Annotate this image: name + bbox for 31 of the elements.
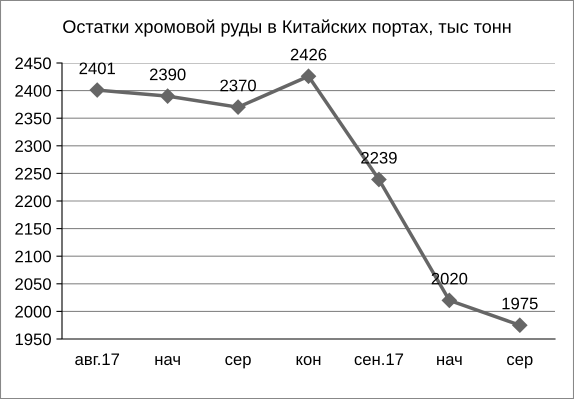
data-label: 2401	[80, 62, 115, 74]
y-tick-label: 2300	[15, 140, 51, 152]
y-tick-label: 2450	[15, 57, 51, 70]
y-tick-label: 2100	[15, 250, 51, 262]
data-label: 2390	[150, 68, 186, 80]
point	[442, 292, 457, 308]
point	[512, 318, 528, 333]
point	[371, 172, 386, 188]
point	[90, 82, 105, 98]
y-tick-label: 1950	[16, 333, 51, 346]
x-tick-label: нач	[437, 356, 462, 366]
data-label: 1975	[502, 298, 538, 310]
y-tick-label: 2350	[15, 112, 51, 124]
x-tick-label: сер	[225, 356, 251, 368]
data-label: 2426	[290, 48, 326, 60]
x-tick-label: авг.17	[75, 354, 120, 366]
x-tick-label: сер	[507, 356, 533, 368]
y-tick-label: 2050	[15, 278, 51, 290]
y-tick-label: 2000	[15, 306, 51, 318]
point	[160, 88, 176, 104]
point	[300, 68, 316, 84]
y-tick-label: 2400	[15, 85, 51, 97]
data-label: 2370	[220, 80, 256, 92]
point	[230, 100, 246, 115]
x-tick-label: нач	[155, 356, 180, 366]
x-tick-label: кон	[296, 356, 320, 366]
x-tick-label: сен.17	[354, 354, 404, 366]
chart-title: Остатки хромовой руды в Китайских портах, тыс тонн	[63, 19, 510, 37]
y-tick-label: 2150	[15, 223, 51, 235]
y-tick-label: 2200	[15, 195, 51, 208]
y-tick-label: 2250	[15, 168, 51, 180]
